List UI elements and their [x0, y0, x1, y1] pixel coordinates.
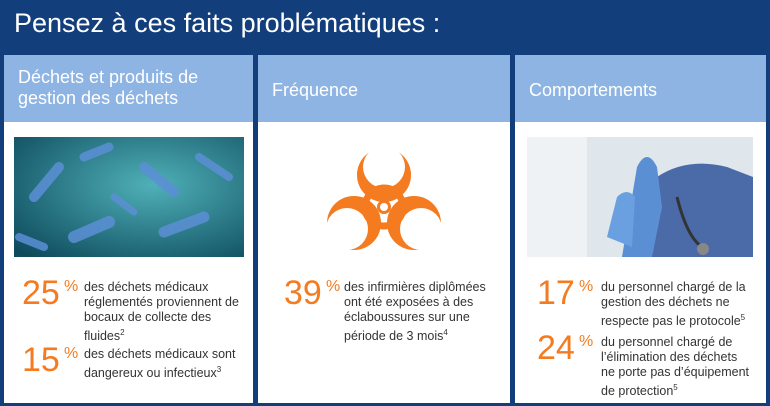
stat-value: 25 — [22, 274, 60, 312]
stat-value: 17 — [537, 274, 575, 312]
stat-text: du personnel chargé de la gestion des dé… — [601, 280, 763, 329]
column-heading: Fréquence — [258, 55, 510, 122]
column-heading: Déchets et produits de gestion des déche… — [4, 55, 253, 122]
footnote: 2 — [120, 328, 125, 337]
stat-unit: % — [64, 278, 79, 295]
column: Comportements 17 % du personnel chargé d… — [515, 55, 766, 403]
stat-unit: % — [326, 278, 341, 295]
biohazard-icon — [326, 146, 442, 250]
bacteria-image — [14, 137, 244, 257]
text: du personnel chargé de l’élimination des… — [601, 335, 750, 399]
text: des déchets médicaux sont dangereux ou i… — [84, 347, 236, 381]
text: des déchets médicaux réglementés provien… — [84, 280, 239, 344]
column: Fréquence 39 % des infirmières diplômées… — [258, 55, 510, 403]
title: Pensez à ces faits problématiques : — [14, 8, 441, 38]
footnote: 3 — [216, 365, 222, 374]
stat-unit: % — [579, 333, 594, 350]
column-heading: Comportements — [515, 55, 766, 122]
stat-value: 24 — [537, 329, 575, 367]
footnote: 5 — [740, 313, 746, 322]
stat-unit: % — [579, 278, 594, 295]
column: Déchets et produits de gestion des déche… — [4, 55, 253, 403]
stat-value: 15 — [22, 341, 60, 379]
text: des infirmières diplômées ont été exposé… — [344, 280, 486, 344]
text: du personnel chargé de la gestion des dé… — [601, 280, 746, 329]
stat-value: 39 — [284, 274, 322, 312]
footnote: 4 — [443, 328, 448, 337]
stat-text: des déchets médicaux sont dangereux ou i… — [84, 347, 256, 381]
stat-unit: % — [64, 345, 79, 362]
gloves-image — [527, 137, 753, 257]
stat-text: du personnel chargé de l’élimination des… — [601, 335, 751, 399]
footnote: 5 — [673, 383, 678, 392]
stat-text: des déchets médicaux réglementés provien… — [84, 280, 244, 344]
stat-text: des infirmières diplômées ont été exposé… — [344, 280, 504, 344]
